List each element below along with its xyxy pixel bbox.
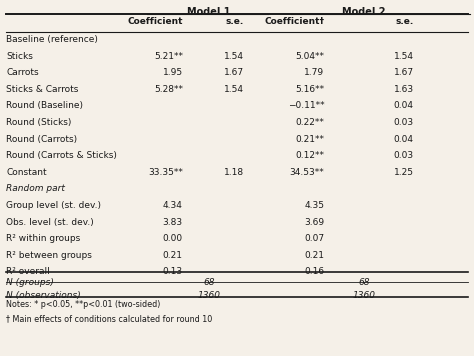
Text: 0.00: 0.00 xyxy=(163,234,183,243)
Text: Random part: Random part xyxy=(6,184,65,193)
Text: Sticks & Carrots: Sticks & Carrots xyxy=(6,85,79,94)
Text: † Main effects of conditions calculated for round 10: † Main effects of conditions calculated … xyxy=(6,314,212,323)
Text: 1.79: 1.79 xyxy=(304,68,324,77)
Text: 5.21**: 5.21** xyxy=(154,52,183,61)
Text: Round (Sticks): Round (Sticks) xyxy=(6,118,72,127)
Text: Round (Carrots & Sticks): Round (Carrots & Sticks) xyxy=(6,151,117,160)
Text: 68: 68 xyxy=(203,278,214,287)
Text: 5.04**: 5.04** xyxy=(295,52,324,61)
Text: 1.67: 1.67 xyxy=(393,68,414,77)
Text: 0.12**: 0.12** xyxy=(295,151,324,160)
Text: Model 2: Model 2 xyxy=(343,7,386,17)
Text: 0.21: 0.21 xyxy=(304,251,324,260)
Text: 1.54: 1.54 xyxy=(394,52,414,61)
Text: Sticks: Sticks xyxy=(6,52,33,61)
Text: 0.04: 0.04 xyxy=(394,101,414,110)
Text: N (observations): N (observations) xyxy=(6,291,81,300)
Text: 0.22**: 0.22** xyxy=(295,118,324,127)
Text: Model 1: Model 1 xyxy=(187,7,230,17)
Text: 1.67: 1.67 xyxy=(224,68,244,77)
Text: 4.35: 4.35 xyxy=(304,201,324,210)
Text: 0.03: 0.03 xyxy=(393,151,414,160)
Text: Group level (st. dev.): Group level (st. dev.) xyxy=(6,201,101,210)
Text: 1.54: 1.54 xyxy=(224,52,244,61)
Text: 1.25: 1.25 xyxy=(394,168,414,177)
Text: 0.21**: 0.21** xyxy=(295,135,324,143)
Text: N (groups): N (groups) xyxy=(6,278,54,287)
Text: 33.35**: 33.35** xyxy=(148,168,183,177)
Text: R² within groups: R² within groups xyxy=(6,234,81,243)
Text: 3.83: 3.83 xyxy=(163,218,183,226)
Text: 1.95: 1.95 xyxy=(163,68,183,77)
Text: Round (Baseline): Round (Baseline) xyxy=(6,101,83,110)
Text: Constant: Constant xyxy=(6,168,47,177)
Text: 0.21: 0.21 xyxy=(163,251,183,260)
Text: 5.28**: 5.28** xyxy=(154,85,183,94)
Text: s.e.: s.e. xyxy=(395,17,414,26)
Text: 1.54: 1.54 xyxy=(224,85,244,94)
Text: Obs. level (st. dev.): Obs. level (st. dev.) xyxy=(6,218,94,226)
Text: 0.16: 0.16 xyxy=(304,267,324,276)
Text: Baseline (reference): Baseline (reference) xyxy=(6,35,98,44)
Text: R² overall: R² overall xyxy=(6,267,50,276)
Text: Notes: * p<0.05, **p<0.01 (two-sided): Notes: * p<0.05, **p<0.01 (two-sided) xyxy=(6,300,161,309)
Text: 3.69: 3.69 xyxy=(304,218,324,226)
Text: 1360: 1360 xyxy=(353,291,376,300)
Text: 0.03: 0.03 xyxy=(393,118,414,127)
Text: 0.07: 0.07 xyxy=(304,234,324,243)
Text: 5.16**: 5.16** xyxy=(295,85,324,94)
Text: −0.11**: −0.11** xyxy=(288,101,324,110)
Text: 1.18: 1.18 xyxy=(224,168,244,177)
Text: 1360: 1360 xyxy=(197,291,220,300)
Text: 1.63: 1.63 xyxy=(393,85,414,94)
Text: Coefficient†: Coefficient† xyxy=(264,17,324,26)
Text: Carrots: Carrots xyxy=(6,68,39,77)
Text: Round (Carrots): Round (Carrots) xyxy=(6,135,77,143)
Text: 68: 68 xyxy=(358,278,370,287)
Text: 0.13: 0.13 xyxy=(163,267,183,276)
Text: 0.04: 0.04 xyxy=(394,135,414,143)
Text: 4.34: 4.34 xyxy=(163,201,183,210)
Text: R² between groups: R² between groups xyxy=(6,251,92,260)
Text: s.e.: s.e. xyxy=(226,17,244,26)
Text: 34.53**: 34.53** xyxy=(290,168,324,177)
Text: Coefficient: Coefficient xyxy=(128,17,183,26)
